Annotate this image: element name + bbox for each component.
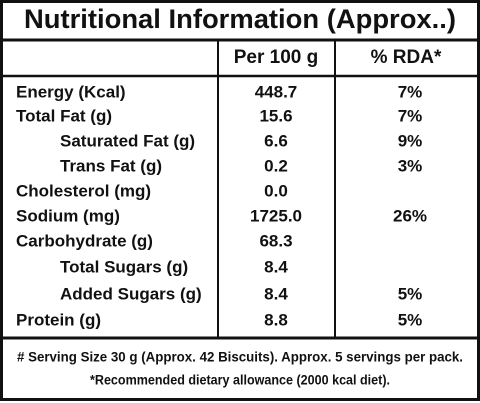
nutrient-name: Total Fat (g) [16, 106, 112, 125]
column-header: Per 100 g [234, 47, 319, 68]
nutrient-name: Carbohydrate (g) [16, 231, 153, 250]
nutrient-name: Trans Fat (g) [60, 156, 162, 175]
nutrient-name: Added Sugars (g) [60, 284, 202, 303]
column-header: % RDA* [371, 47, 442, 68]
footnote: *Recommended dietary allowance (2000 kca… [90, 373, 390, 388]
rda-value: 9% [398, 131, 423, 150]
nutrient-name: Saturated Fat (g) [60, 131, 195, 150]
per-100g-value: 15.6 [259, 106, 292, 125]
table-body: Energy (Kcal) 448.7 7% Total Fat (g) 15.6 7% S… [16, 82, 427, 329]
per-100g-value: 1725.0 [250, 206, 302, 225]
per-100g-value: 8.8 [264, 310, 288, 329]
per-100g-value: 0.0 [264, 181, 288, 200]
per-100g-value: 8.4 [264, 284, 288, 303]
nutrient-name: Sodium (mg) [16, 206, 120, 225]
per-100g-value: 0.2 [264, 156, 288, 175]
title: Nutritional Information (Approx..) [24, 4, 456, 34]
per-100g-value: 68.3 [259, 231, 292, 250]
nutrient-name: Cholesterol (mg) [16, 181, 151, 200]
rda-value: 26% [393, 206, 427, 225]
rda-value: 5% [398, 284, 423, 303]
rda-value: 7% [398, 106, 423, 125]
footnote: # Serving Size 30 g (Approx. 42 Biscuits… [17, 350, 463, 365]
rda-value: 7% [398, 82, 423, 101]
per-100g-value: 6.6 [264, 131, 288, 150]
per-100g-value: 448.7 [255, 82, 298, 101]
nutrient-name: Energy (Kcal) [16, 82, 126, 101]
nutrient-name: Protein (g) [16, 310, 101, 329]
rda-value: 5% [398, 310, 423, 329]
per-100g-value: 8.4 [264, 257, 288, 276]
nutrient-name: Total Sugars (g) [60, 257, 188, 276]
rda-value: 3% [398, 156, 423, 175]
